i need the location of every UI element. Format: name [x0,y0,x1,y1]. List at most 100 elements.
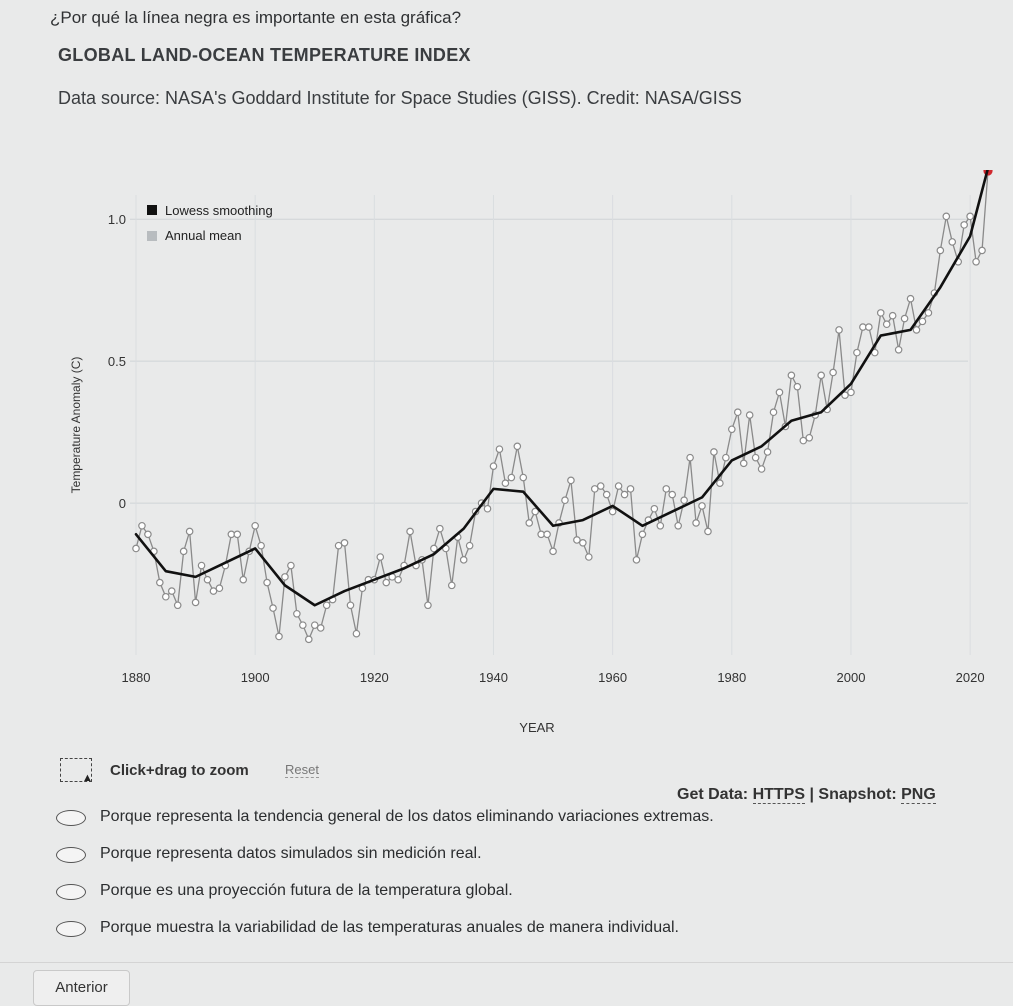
y-axis-title: Temperature Anomaly (C) [69,357,83,494]
annual-point [561,496,569,505]
annual-point [293,609,301,618]
png-snapshot-link[interactable]: PNG [901,786,936,804]
annual-point [680,496,688,505]
annual-point [376,553,385,561]
radio-button[interactable] [56,847,86,863]
annual-point [573,536,581,544]
annual-point [334,541,343,550]
annual-point [757,465,766,473]
annual-point [406,527,414,536]
annual-point [876,309,885,317]
annual-point [156,578,164,587]
annual-point [531,507,539,516]
annual-point [948,238,957,246]
reset-zoom-button[interactable]: Reset [285,762,319,778]
annual-point [728,425,736,434]
annual-point [489,462,498,470]
annual-point [585,553,593,561]
annual-point [299,621,307,629]
annual-point [209,587,218,595]
annual-point [739,459,748,468]
annual-point [257,541,265,550]
lowess-line [134,170,989,607]
annual-point [912,326,921,334]
annual-point [144,530,152,539]
annual-point [269,604,277,612]
annual-point [835,326,843,334]
x-tick-label: 2000 [837,670,866,685]
annual-point [507,473,516,482]
annual-point [519,473,528,482]
annual-point [233,530,242,539]
answer-option-a[interactable]: Porque representa la tendencia general d… [56,806,956,842]
annual-point [960,221,968,229]
x-axis-title: YEAR [519,720,554,735]
separator: | [809,786,814,803]
annual-point [346,601,355,610]
annual-point [847,388,855,397]
x-tick-label: 1940 [479,670,508,685]
annual-point [310,621,319,629]
annual-point [436,524,444,533]
annual-point [632,556,641,564]
annual-point [167,587,176,595]
annual-point [239,575,248,584]
y-tick-label: 0.5 [108,354,126,369]
radio-button[interactable] [56,921,86,937]
annual-point [918,317,927,326]
annual-point [161,592,170,601]
annual-point [829,368,837,377]
x-tick-label: 1920 [360,670,389,685]
annual-point [668,490,677,499]
https-data-link[interactable]: HTTPS [752,786,806,804]
x-tick-label: 1900 [241,670,270,685]
option-label: Porque representa la tendencia general d… [100,808,714,825]
annual-point [674,521,682,530]
annual-point [745,411,754,419]
annual-point [602,490,611,499]
annual-point [865,323,873,331]
y-tick-label: 1.0 [108,212,126,227]
radio-button[interactable] [56,884,86,900]
option-label: Porque muestra la variabilidad de las te… [100,919,679,936]
annual-point [793,382,802,391]
answer-option-d[interactable]: Porque muestra la variabilidad de las te… [56,917,956,953]
annual-point [191,598,200,607]
annual-point [805,433,814,442]
annual-point [692,519,700,527]
annual-point [942,212,951,221]
annual-point [179,547,188,556]
annual-point [525,519,534,527]
annual-point [972,257,980,266]
annual-point [251,521,259,530]
annual-point [281,573,289,581]
previous-button[interactable]: Anterior [33,970,130,1006]
annual-point [465,541,474,550]
annual-point [710,448,718,456]
annual-mean-line [135,170,989,642]
annual-point [513,442,522,451]
snapshot-label: Snapshot: [818,786,897,803]
annual-point [263,578,271,587]
annual-point [769,408,778,417]
x-tick-label: 1980 [717,670,746,685]
annual-point [197,561,206,570]
annual-point [173,601,182,610]
zoom-hint: Click+drag to zoom [110,762,249,779]
annual-point [775,388,784,397]
annual-point [567,476,575,485]
answer-options: Porque representa la tendencia general d… [56,806,956,950]
annual-point [924,309,933,317]
temperature-chart[interactable]: Lowess smoothing Annual mean 0 0.5 1.0 1880 1… [0,170,1013,740]
annual-point [203,575,212,584]
answer-option-b[interactable]: Porque representa datos simulados sin me… [56,843,956,879]
legend-swatch-annual [147,231,157,241]
annual-point [316,624,325,632]
radio-button[interactable] [56,810,86,826]
annual-point [978,246,986,255]
legend-swatch-lowess [147,205,157,215]
annual-point [751,453,760,462]
annual-point [549,547,557,556]
answer-option-c[interactable]: Porque es una proyección futura de la te… [56,880,956,916]
annual-point [501,479,510,487]
